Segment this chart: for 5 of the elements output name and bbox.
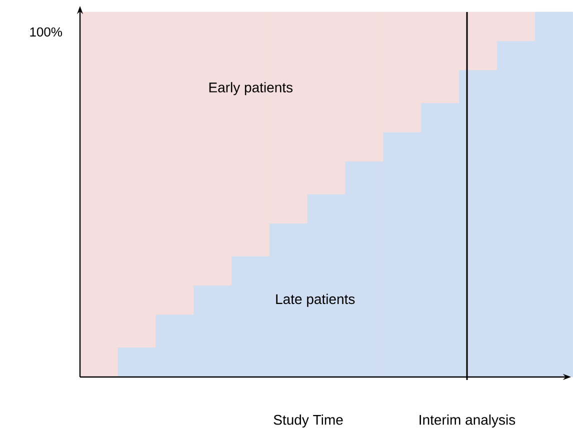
x-axis-title: Study Time [274,414,343,428]
series-label: Early patients [209,82,293,96]
text: Interim analysis [420,414,516,428]
series-label: Late patients [276,294,355,307]
text: 100% [30,27,62,37]
